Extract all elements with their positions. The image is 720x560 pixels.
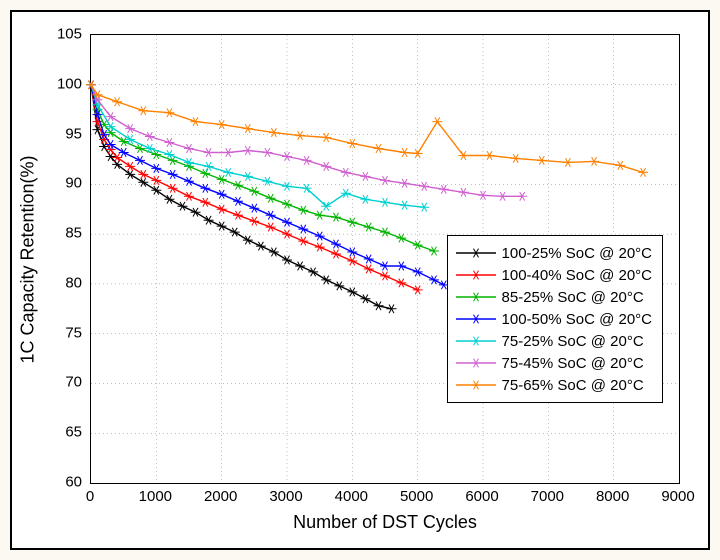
legend-item: 100-25% SoC @ 20°C [456, 242, 652, 264]
y-tick-label: 105 [22, 26, 82, 43]
x-tick-label: 0 [86, 488, 94, 505]
legend-swatch [456, 312, 496, 326]
legend-item: 75-65% SoC @ 20°C [456, 374, 652, 396]
y-tick-label: 100 [22, 75, 82, 92]
x-tick-label: 7000 [531, 488, 564, 505]
legend-item: 75-25% SoC @ 20°C [456, 330, 652, 352]
x-tick-label: 9000 [661, 488, 694, 505]
plot-area: 100-25% SoC @ 20°C 100-40% SoC @ 20°C 85-… [90, 34, 680, 484]
x-tick-label: 8000 [596, 488, 629, 505]
legend-label: 100-50% SoC @ 20°C [502, 311, 652, 328]
legend-item: 100-50% SoC @ 20°C [456, 308, 652, 330]
y-axis-label: 1C Capacity Retention(%) [16, 34, 40, 484]
legend-label: 75-25% SoC @ 20°C [502, 333, 644, 350]
y-tick-label: 65 [22, 424, 82, 441]
legend-swatch [456, 246, 496, 260]
legend-label: 85-25% SoC @ 20°C [502, 289, 644, 306]
y-tick-label: 85 [22, 225, 82, 242]
legend-swatch [456, 378, 496, 392]
y-tick-label: 75 [22, 324, 82, 341]
legend-label: 75-65% SoC @ 20°C [502, 377, 644, 394]
x-tick-label: 5000 [400, 488, 433, 505]
y-tick-label: 60 [22, 474, 82, 491]
y-tick-label: 80 [22, 274, 82, 291]
x-tick-label: 1000 [139, 488, 172, 505]
x-tick-label: 3000 [269, 488, 302, 505]
x-tick-label: 2000 [204, 488, 237, 505]
legend-label: 100-40% SoC @ 20°C [502, 267, 652, 284]
legend-label: 100-25% SoC @ 20°C [502, 245, 652, 262]
legend: 100-25% SoC @ 20°C 100-40% SoC @ 20°C 85-… [447, 235, 663, 403]
legend-item: 100-40% SoC @ 20°C [456, 264, 652, 286]
legend-item: 85-25% SoC @ 20°C [456, 286, 652, 308]
x-axis-label: Number of DST Cycles [90, 512, 680, 533]
x-tick-label: 4000 [335, 488, 368, 505]
y-tick-label: 70 [22, 374, 82, 391]
legend-swatch [456, 268, 496, 282]
y-tick-label: 95 [22, 125, 82, 142]
legend-swatch [456, 290, 496, 304]
y-tick-label: 90 [22, 175, 82, 192]
legend-swatch [456, 334, 496, 348]
legend-item: 75-45% SoC @ 20°C [456, 352, 652, 374]
x-tick-label: 6000 [465, 488, 498, 505]
legend-swatch [456, 356, 496, 370]
chart-frame: 100-25% SoC @ 20°C 100-40% SoC @ 20°C 85-… [10, 10, 710, 550]
legend-label: 75-45% SoC @ 20°C [502, 355, 644, 372]
